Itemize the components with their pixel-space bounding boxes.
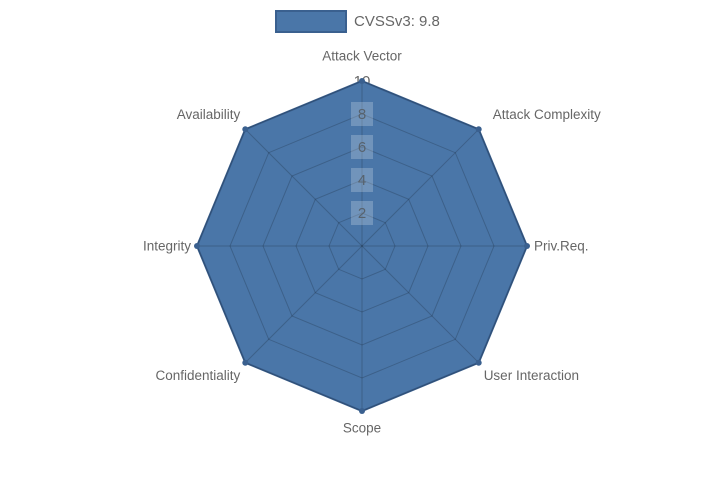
axis-label-availability: Availability xyxy=(177,107,241,122)
radar-angle-line xyxy=(361,245,480,364)
radial-tick-label: 2 xyxy=(358,205,366,222)
radar-data-point[interactable] xyxy=(359,78,365,84)
axis-label-scope: Scope xyxy=(343,421,381,436)
radar-grid-ring xyxy=(295,179,429,313)
radar-grid-ring xyxy=(262,146,462,346)
radial-tick-label: 6 xyxy=(358,139,366,156)
radar-grid-ring xyxy=(229,113,495,379)
radar-angle-line xyxy=(361,128,480,247)
radial-tick-backdrop xyxy=(351,135,373,159)
axis-label-priv-req: Priv.Req. xyxy=(534,239,589,254)
axis-label-user-interaction: User Interaction xyxy=(484,368,579,383)
radar-data-point[interactable] xyxy=(242,126,249,133)
radial-tick-backdrop xyxy=(351,102,373,126)
legend-swatch xyxy=(275,10,347,33)
axis-label-attack-complexity: Attack Complexity xyxy=(493,107,601,122)
radar-data-point[interactable] xyxy=(524,243,530,249)
radar-data-point[interactable] xyxy=(194,243,200,249)
radar-angle-line xyxy=(244,245,363,364)
radial-tick-label: 4 xyxy=(358,172,366,189)
radar-data-point[interactable] xyxy=(475,359,482,366)
radial-tick-label: 8 xyxy=(358,106,366,123)
legend[interactable]: CVSSv3: 9.8 xyxy=(275,10,440,33)
radar-data-point[interactable] xyxy=(359,408,365,414)
radar-data-point[interactable] xyxy=(242,359,249,366)
radial-tick-backdrop xyxy=(351,201,373,225)
radar-grid-ring xyxy=(328,212,396,280)
legend-label: CVSSv3: 9.8 xyxy=(354,13,440,30)
radar-data-point[interactable] xyxy=(475,126,482,133)
axis-label-confidentiality: Confidentiality xyxy=(156,368,241,383)
axis-label-attack-vector: Attack Vector xyxy=(322,49,402,64)
axis-label-integrity: Integrity xyxy=(143,239,191,254)
radar-angle-line xyxy=(244,128,363,247)
radial-tick-backdrop xyxy=(351,168,373,192)
